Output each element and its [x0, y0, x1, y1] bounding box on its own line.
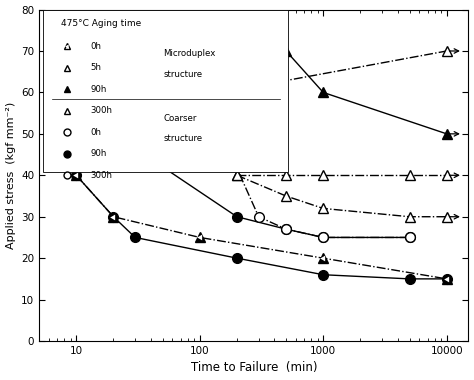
- Y-axis label: Applied stress  (kgf mm⁻²): Applied stress (kgf mm⁻²): [6, 102, 16, 249]
- Text: 90h: 90h: [91, 85, 107, 93]
- Text: 300h: 300h: [91, 106, 113, 115]
- X-axis label: Time to Failure  (min): Time to Failure (min): [191, 361, 317, 374]
- FancyBboxPatch shape: [44, 10, 288, 172]
- Text: 0h: 0h: [91, 128, 101, 137]
- Text: 475°C Aging time: 475°C Aging time: [61, 19, 141, 28]
- Text: Microduplex: Microduplex: [164, 49, 216, 58]
- Text: structure: structure: [164, 70, 203, 79]
- Text: Coarser: Coarser: [164, 114, 197, 123]
- Text: 90h: 90h: [91, 149, 107, 158]
- Text: 0h: 0h: [91, 41, 101, 51]
- Text: structure: structure: [164, 134, 203, 143]
- Text: 300h: 300h: [91, 171, 113, 180]
- Text: 5h: 5h: [91, 63, 101, 72]
